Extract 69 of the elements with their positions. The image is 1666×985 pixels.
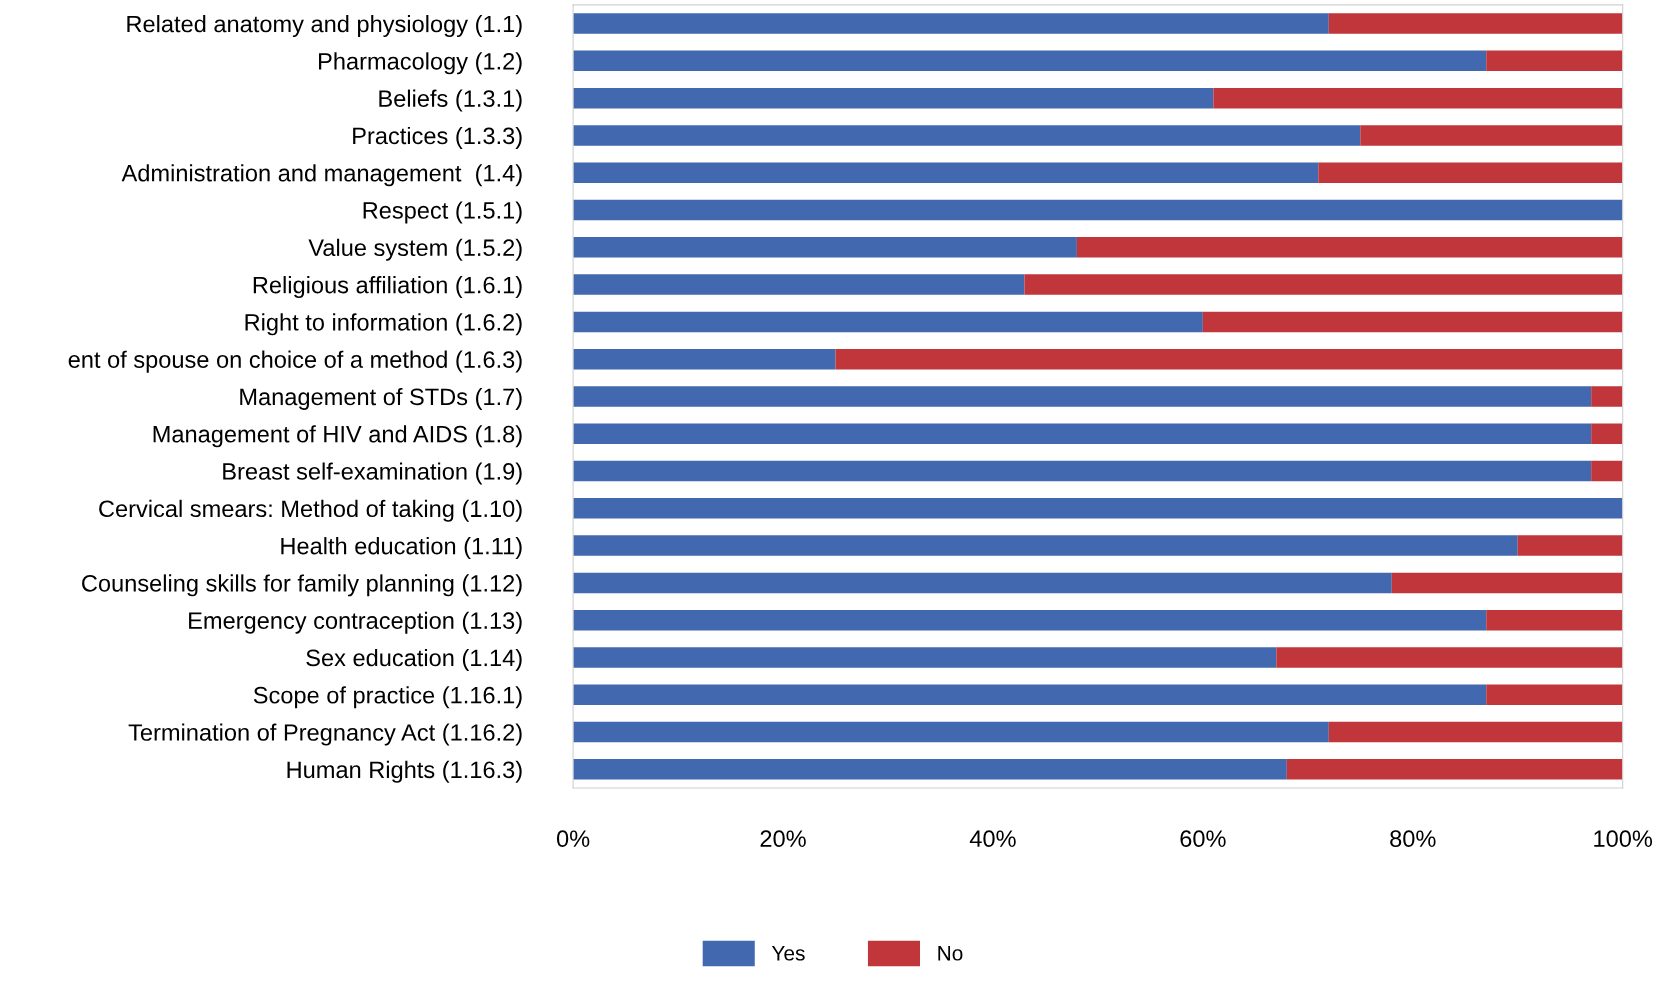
y-tick-label: Related anatomy and physiology (1.1) (127, 15, 522, 38)
x-tick-label: 100% (1594, 830, 1653, 848)
bar (573, 423, 1592, 445)
bar (1391, 572, 1623, 594)
bar (1591, 460, 1623, 482)
bar (573, 162, 1319, 183)
bar (1024, 274, 1623, 295)
bar (1486, 609, 1623, 631)
y-tick-label: Pharmacology (1.2) (319, 52, 522, 75)
y-tick-label: Human Rights (1.16.3) (287, 760, 522, 783)
bar (573, 759, 1287, 780)
legend-label: Yes (771, 946, 805, 961)
y-tick-label: Respect (1.5.1) (363, 201, 522, 224)
bar (573, 684, 1487, 706)
y-tick-label: Practices (1.3.3) (353, 126, 522, 149)
x-tick-label: 80% (1390, 830, 1436, 848)
bar (573, 311, 1203, 333)
bar (1328, 13, 1623, 34)
bar (1286, 759, 1623, 780)
y-tick-label: Religious affiliation (1.6.1) (253, 276, 522, 299)
bar (573, 460, 1592, 482)
y-tick-label: Emergency contraception (1.13) (189, 611, 522, 634)
bar (1360, 125, 1623, 146)
y-tick-label: Administration and management (1.4) (121, 164, 522, 187)
x-tick-label: 0% (556, 830, 590, 848)
bar (573, 87, 1214, 109)
bar (573, 237, 1077, 258)
bar (1517, 535, 1623, 556)
x-tick-label: 60% (1180, 830, 1226, 848)
bar (1276, 647, 1623, 668)
y-tick-label: Termination of Pregnancy Act (1.16.2) (128, 723, 522, 746)
bar (1202, 311, 1623, 333)
bar (573, 13, 1329, 34)
bar (573, 572, 1392, 594)
x-tick-label: 40% (969, 830, 1016, 848)
y-tick-label: Management of STDs (1.7) (240, 387, 522, 410)
y-tick-label: Value system (1.5.2) (308, 238, 522, 261)
bar (573, 50, 1487, 72)
y-tick-label: Management of HIV and AIDS (1.8) (153, 425, 522, 448)
y-tick-label: Right to information (1.6.2) (245, 313, 522, 336)
y-tick-label: ent of spouse on choice of a method (1.6.3) (68, 350, 522, 373)
y-tick-label: Scope of practice (1.16.1) (253, 686, 522, 709)
bar (573, 498, 1623, 519)
x-tick-label: 20% (760, 830, 806, 848)
y-tick-label: Cervical smears: Method of taking (1.10) (99, 499, 522, 522)
bar (573, 199, 1623, 221)
bar (1213, 87, 1623, 109)
y-tick-label: Health education (1.11) (281, 537, 522, 560)
y-tick-label: Counseling skills for family planning (1.12) (82, 574, 522, 597)
y-tick-label: Breast self-examination (1.9) (223, 462, 522, 485)
bar (573, 647, 1277, 668)
bar (1591, 386, 1623, 407)
bar (573, 609, 1487, 631)
bar (1318, 162, 1623, 183)
bar (573, 386, 1592, 407)
bar (573, 125, 1361, 146)
bar (573, 535, 1518, 556)
bar (1591, 423, 1623, 445)
bar (835, 348, 1623, 370)
bar (573, 348, 836, 370)
y-tick-label: Sex education (1.14) (306, 648, 522, 671)
bar (573, 721, 1329, 743)
bar (573, 274, 1025, 295)
y-tick-label: Beliefs (1.3.1) (379, 89, 522, 112)
legend-label: No (938, 946, 963, 961)
bar (1328, 721, 1623, 743)
bar (1486, 684, 1623, 706)
bar (1486, 50, 1623, 72)
bar (1076, 237, 1623, 258)
